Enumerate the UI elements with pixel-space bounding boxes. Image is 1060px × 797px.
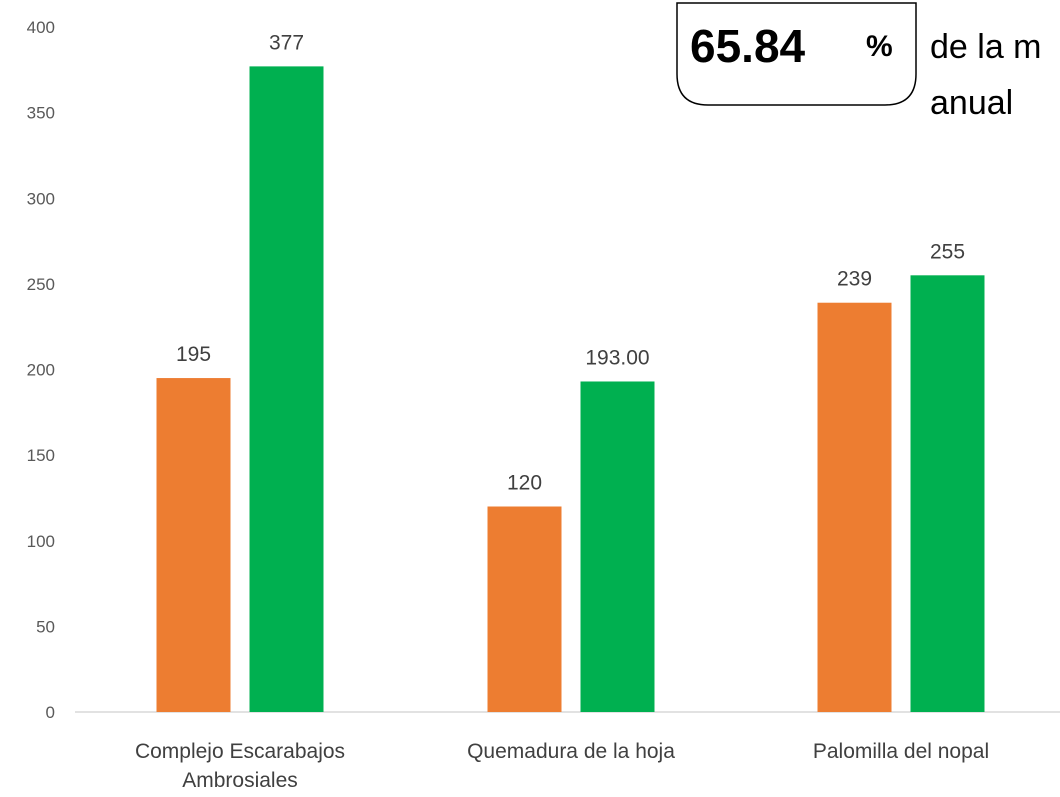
data-labels: 195 120 239 377 193.00 255 xyxy=(176,31,965,494)
y-tick-label: 400 xyxy=(27,18,55,37)
y-tick-label: 350 xyxy=(27,104,55,123)
y-tick-label: 0 xyxy=(46,703,55,722)
x-tick-label: Quemadura de la hoja xyxy=(467,740,675,763)
bar xyxy=(249,66,324,712)
y-tick-label: 150 xyxy=(27,446,55,465)
bar xyxy=(910,275,985,712)
data-label: 255 xyxy=(930,240,965,263)
data-label: 193.00 xyxy=(585,346,649,369)
data-label: 195 xyxy=(176,343,211,366)
y-tick-label: 250 xyxy=(27,275,55,294)
x-tick-label: Ambrosiales xyxy=(182,769,298,792)
x-tick-label: Complejo Escarabajos xyxy=(135,740,345,763)
x-tick-label: Palomilla del nopal xyxy=(813,740,989,763)
bar xyxy=(156,378,231,712)
y-tick-label: 300 xyxy=(27,189,55,208)
callout-unit: % xyxy=(866,30,893,63)
callout-text-line2: anual xyxy=(930,84,1013,122)
x-axis: Complejo Escarabajos Ambrosiales Quemadura… xyxy=(135,740,989,792)
bar xyxy=(487,506,562,712)
callout-text-line1: de la m xyxy=(930,28,1042,66)
callout-box xyxy=(676,2,917,106)
callout: 65.84 % de la m anual xyxy=(676,2,1042,122)
callout-value: 65.84 xyxy=(690,20,806,72)
data-label: 377 xyxy=(269,31,304,54)
data-label: 120 xyxy=(507,472,542,495)
bar xyxy=(817,302,892,712)
y-tick-label: 200 xyxy=(27,361,55,380)
y-tick-label: 100 xyxy=(27,532,55,551)
y-axis: 0 50 100 150 200 250 300 350 400 xyxy=(27,18,55,722)
bars xyxy=(156,66,985,712)
data-label: 239 xyxy=(837,268,872,291)
bar xyxy=(580,381,655,712)
y-tick-label: 50 xyxy=(36,617,55,636)
